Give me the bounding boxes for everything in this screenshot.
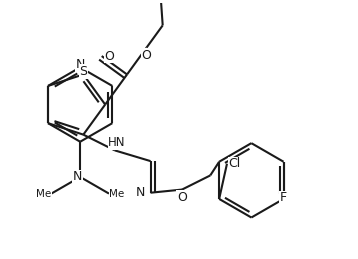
Text: F: F [280,191,287,204]
Text: Me: Me [109,189,125,199]
Text: N: N [76,58,85,71]
Text: O: O [105,49,115,63]
Text: N: N [136,186,145,199]
Text: Me: Me [36,189,51,199]
Text: Cl: Cl [229,157,241,170]
Text: O: O [142,49,151,62]
Text: N: N [73,170,82,183]
Text: S: S [79,65,87,78]
Text: O: O [177,191,187,204]
Text: HN: HN [108,136,126,149]
